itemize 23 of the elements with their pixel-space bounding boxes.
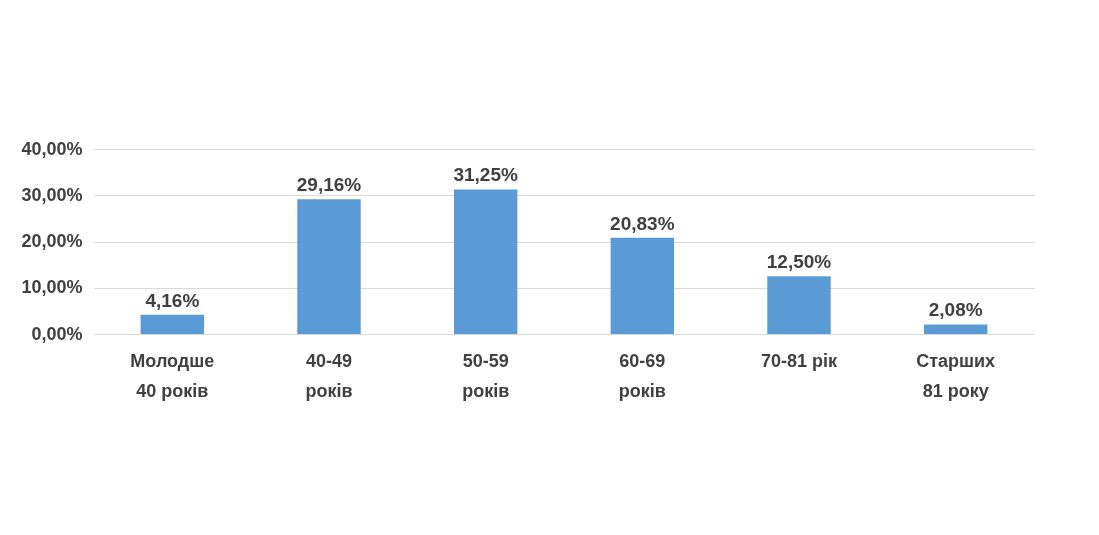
bar (767, 276, 831, 334)
bar (610, 237, 675, 334)
x-tick-label: Молодше 40 років (130, 350, 215, 401)
data-label: 4,16% (145, 289, 200, 311)
data-label: 2,08% (928, 299, 983, 321)
x-tick-label: Старших 81 року (916, 350, 996, 401)
bar (297, 199, 361, 334)
bar (140, 314, 205, 334)
data-label: 12,50% (766, 251, 832, 273)
data-label: 29,16% (296, 174, 362, 196)
bar (923, 324, 988, 334)
x-tick-label: 70-81 рік (760, 350, 839, 371)
x-tick-label: 50-59 років (462, 350, 510, 401)
y-tick-label: 10,00% (21, 277, 83, 298)
data-label: 31,25% (453, 164, 518, 186)
y-tick-label: 0,00% (31, 323, 83, 344)
y-tick-label: 40,00% (21, 138, 83, 159)
data-label: 20,83% (610, 212, 675, 234)
x-tick-label: 40-49 років (305, 350, 353, 401)
y-tick-label: 30,00% (21, 184, 83, 205)
bar (453, 189, 518, 334)
y-tick-label: 20,00% (21, 231, 83, 251)
x-tick-label: 60-69 років (618, 350, 666, 401)
